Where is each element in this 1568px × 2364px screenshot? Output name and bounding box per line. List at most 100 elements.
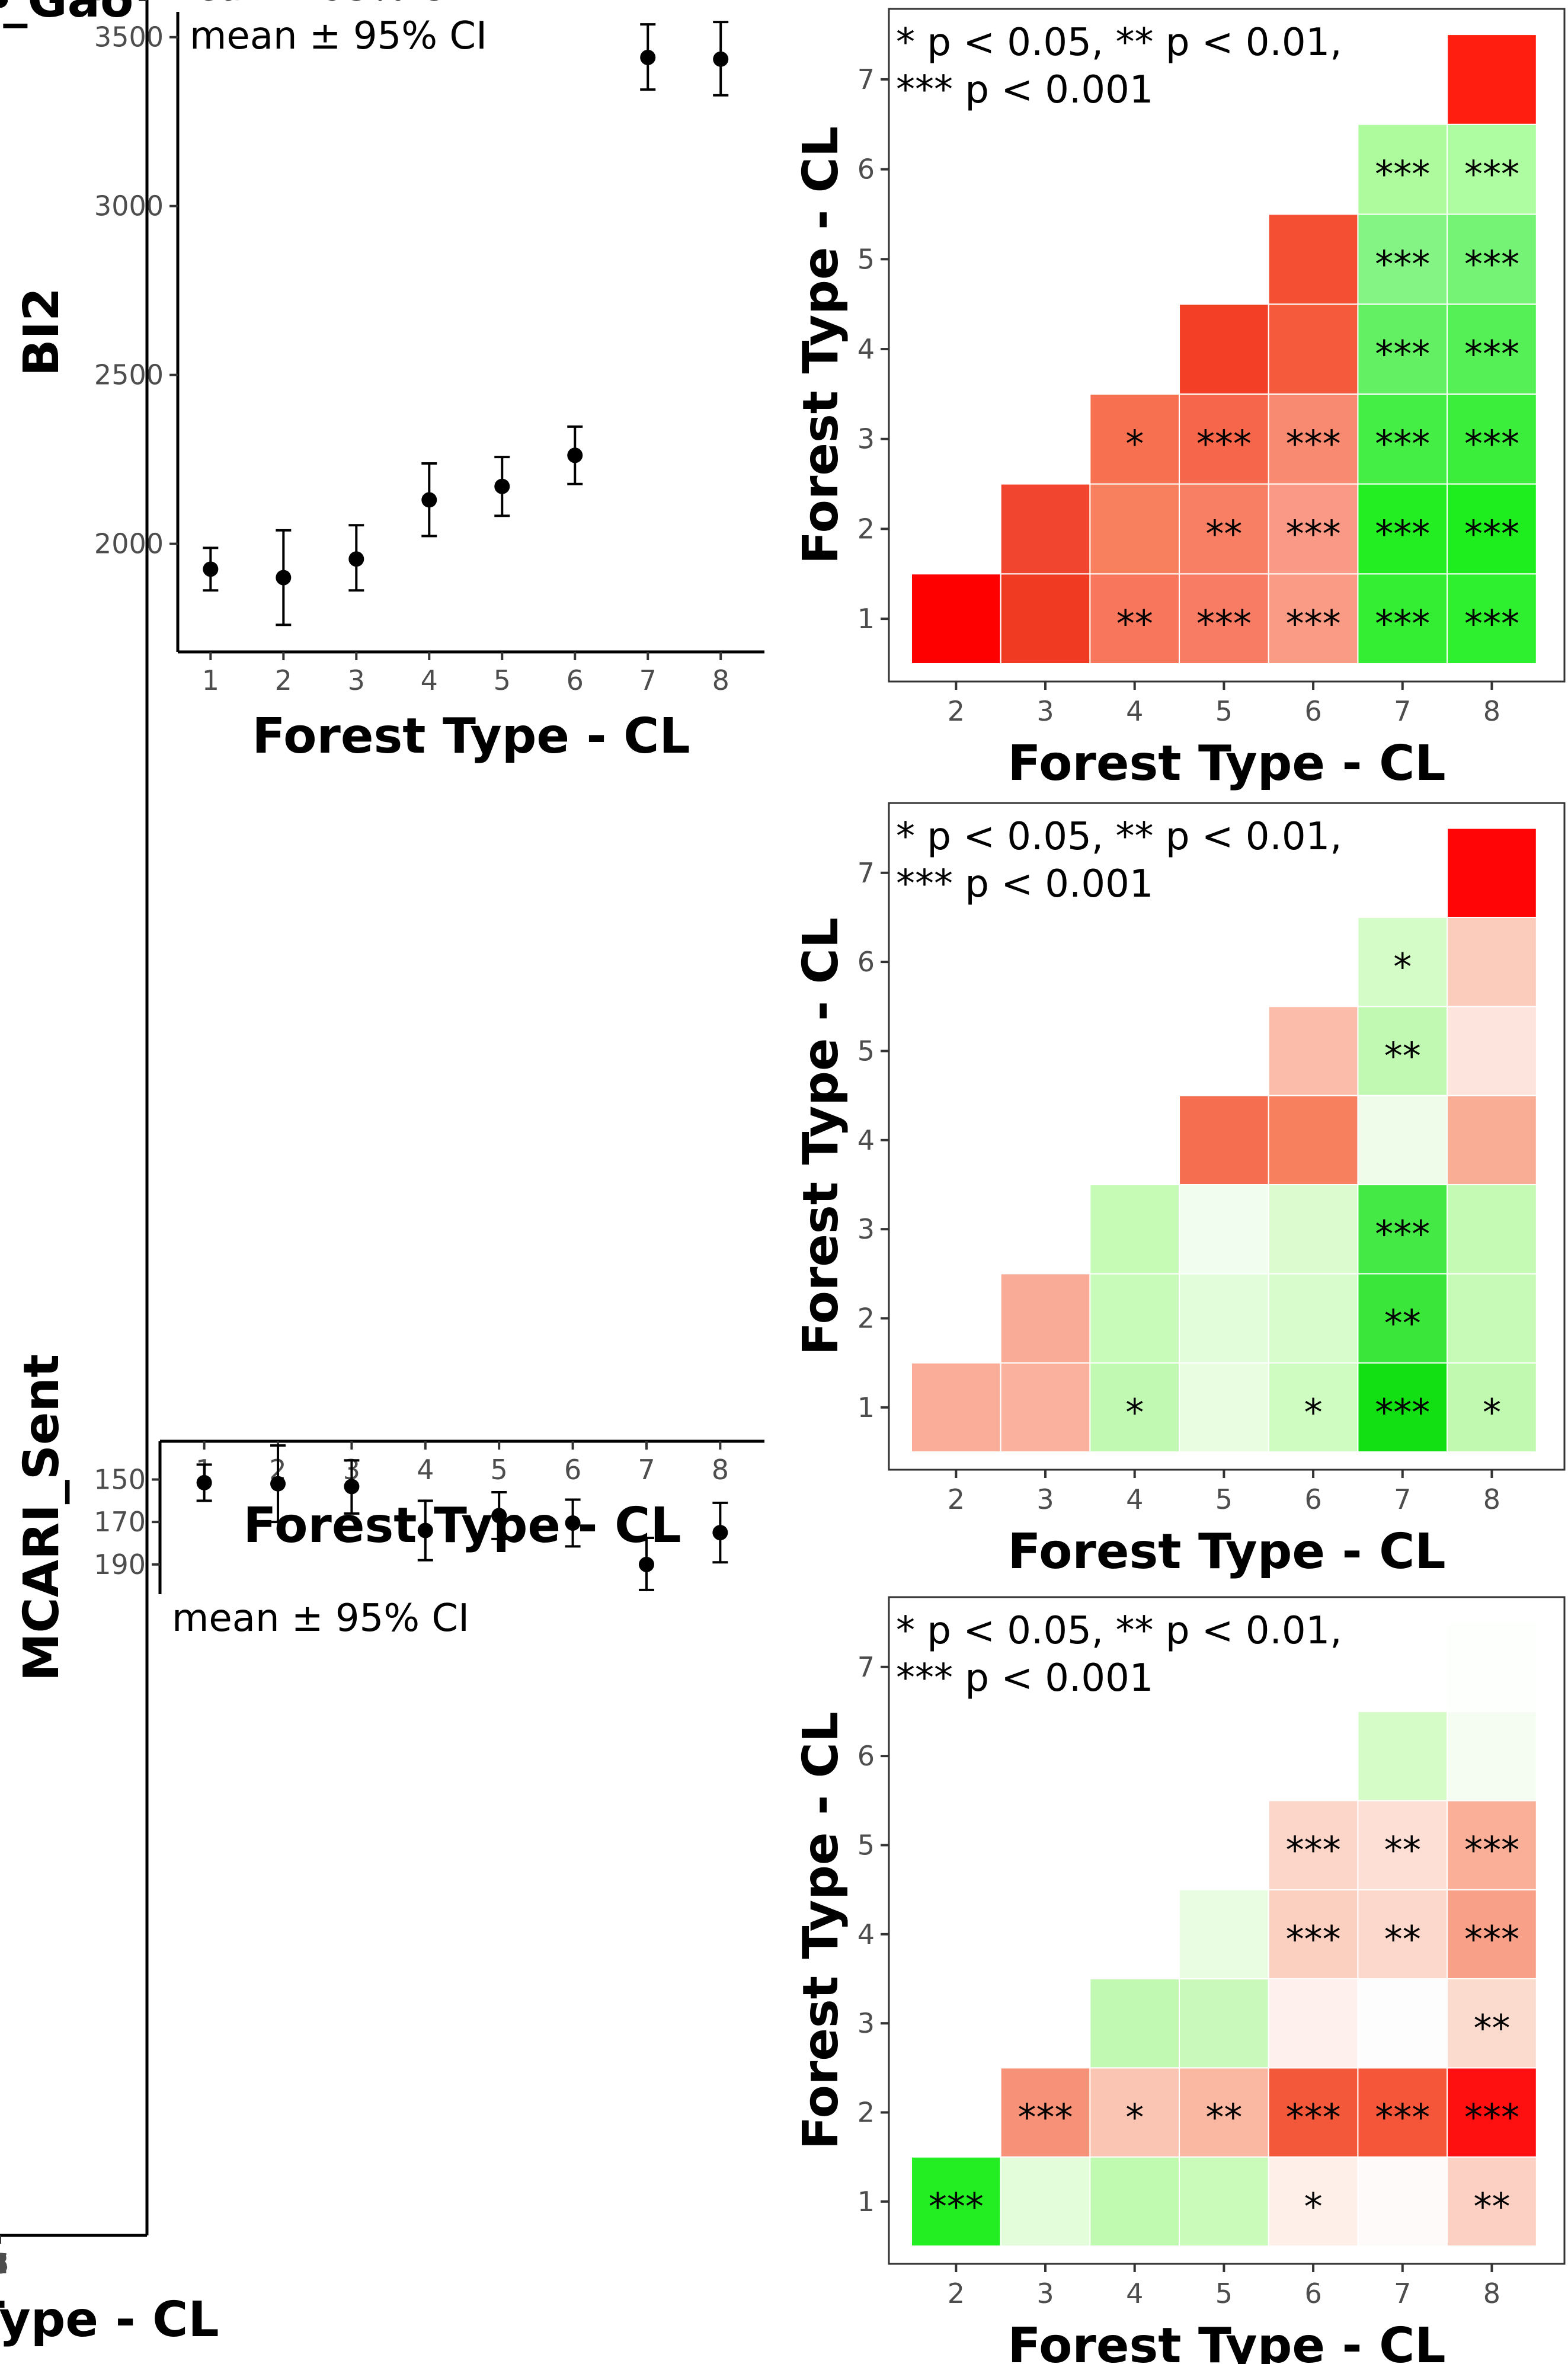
- heatmap-cell: [1357, 916, 1448, 1007]
- x-tick-label: 6: [1304, 695, 1321, 727]
- heatmap-cell: [1447, 1183, 1537, 1275]
- heatmap-frame: [888, 8, 1566, 683]
- significance-label: ***: [1375, 1391, 1430, 1434]
- heatmap-cell: [1179, 1095, 1269, 1185]
- ci-annotation: mean ± 95% CI: [190, 14, 487, 58]
- x-tick-label: 3: [1036, 695, 1054, 727]
- significance-label: ***: [1464, 423, 1519, 466]
- x-tick-label: 4: [1126, 695, 1143, 727]
- heatmap-cell: [1089, 2156, 1180, 2247]
- heatmap-cell: [1447, 483, 1537, 575]
- x-tick-label: 3: [1036, 2277, 1054, 2309]
- significance-label: ***: [1196, 423, 1252, 466]
- p-value-legend-line1: * p < 0.05, ** p < 0.01,: [896, 815, 1342, 859]
- significance-label: *: [1125, 423, 1144, 466]
- heatmap-cell: [1179, 483, 1269, 575]
- data-point: [713, 51, 729, 67]
- significance-label: ***: [1464, 242, 1519, 286]
- y-tick-label: 7: [857, 63, 875, 95]
- heatmap-cell: [1268, 1273, 1359, 1364]
- heatmap-cell: [1447, 1889, 1537, 1979]
- y-tick-label: 0.2: [89, 0, 133, 7]
- y-tick-label: 150: [94, 1464, 146, 1496]
- heatmap-cell: [1357, 1362, 1448, 1453]
- significance-label: ***: [1375, 153, 1430, 196]
- heatmap-cell: [1447, 2156, 1537, 2247]
- y-tick-label: 3: [857, 2007, 875, 2039]
- y-tick-label: 5: [857, 1035, 875, 1067]
- data-point: [565, 1515, 581, 1531]
- y-tick-label: 0.4: [89, 0, 133, 7]
- y-tick-label: 6: [857, 153, 875, 185]
- y-axis-title: Forest Type - CL: [793, 917, 849, 1355]
- y-tick-label: 2: [857, 1302, 875, 1334]
- x-tick-label: 2: [948, 1483, 965, 1515]
- heatmap-cell: [1447, 2067, 1537, 2158]
- x-axis-title: Forest Type - CL: [252, 708, 690, 764]
- heatmap-cell: [1447, 916, 1537, 1007]
- significance-label: ***: [1018, 2096, 1073, 2139]
- heatmap-cell: [1357, 2156, 1448, 2247]
- x-tick-label: 6: [1304, 1483, 1321, 1515]
- x-tick-label: 5: [1215, 2277, 1233, 2309]
- data-point: [494, 478, 510, 494]
- x-axis-title: Forest Type - CL: [1007, 735, 1445, 792]
- y-tick-label: 2000: [94, 528, 164, 560]
- x-axis-title: Forest Type - CL: [1007, 1524, 1445, 1580]
- heatmap-cell: [1268, 1006, 1359, 1096]
- significance-label: **: [1116, 602, 1153, 645]
- heatmap-cell: [911, 2156, 1001, 2247]
- x-axis-title: Forest Type - CL: [243, 1498, 681, 1554]
- ci-annotation: mean ± 95% CI: [159, 0, 456, 9]
- heatmap-cell: [1089, 2067, 1180, 2158]
- y-tick-label: 0.3: [89, 0, 133, 7]
- x-tick-label: 3: [1036, 1483, 1054, 1515]
- y-tick-label: 1: [857, 2186, 875, 2218]
- data-point: [203, 561, 219, 577]
- x-tick-label: 4: [1126, 1483, 1143, 1515]
- x-axis-title: Forest Type - CL: [0, 2292, 219, 2348]
- y-tick-label: 1: [857, 1391, 875, 1423]
- scatter-panel-5: 0.10.20.30.412345678mean ± 95% CIForest …: [0, 0, 456, 2348]
- significance-label: **: [1384, 1918, 1421, 1961]
- heatmap-cell: [1000, 2156, 1091, 2247]
- x-tick-label: 3: [348, 664, 365, 696]
- significance-label: ***: [1464, 2096, 1519, 2139]
- y-tick-label: 1: [857, 603, 875, 635]
- x-tick-label: 6: [0, 2248, 9, 2280]
- significance-label: ***: [1375, 512, 1430, 555]
- x-tick-label: 5: [1215, 1483, 1233, 1515]
- data-point: [0, 0, 8, 8]
- x-tick-label: 7: [638, 1454, 655, 1486]
- heatmap-cell: [1357, 213, 1448, 305]
- data-point: [421, 492, 437, 508]
- heatmap-cell: [1268, 2156, 1359, 2247]
- heatmap-cell: [1357, 1978, 1448, 2069]
- x-tick-label: 4: [421, 664, 438, 696]
- y-tick-label: 7: [857, 857, 875, 889]
- y-tick-label: 2: [857, 2096, 875, 2128]
- heatmap-cell: [1179, 1183, 1269, 1275]
- significance-label: **: [1473, 2007, 1510, 2050]
- x-tick-label: 5: [1215, 695, 1233, 727]
- x-tick-label: 4: [1126, 2277, 1143, 2309]
- heatmap-cell: [1447, 1800, 1537, 1890]
- heatmap-cell: [1000, 483, 1091, 575]
- heatmap-cell: [1089, 1362, 1180, 1453]
- heatmap-cell: [1089, 393, 1180, 485]
- y-tick-label: 5: [857, 1829, 875, 1861]
- x-tick-label: 7: [0, 2248, 9, 2280]
- heatmap-cell: [1447, 213, 1537, 305]
- heatmap-cell: [1268, 1889, 1359, 1979]
- y-tick-label: 3500: [94, 21, 164, 53]
- y-tick-label: 2: [857, 513, 875, 545]
- heatmap-cell: [1268, 1095, 1359, 1185]
- x-tick-label: 5: [494, 664, 511, 696]
- heatmap-cell: [911, 573, 1001, 664]
- data-point: [344, 1479, 360, 1495]
- y-tick-label: 3: [857, 423, 875, 455]
- heatmap-frame: [888, 802, 1566, 1471]
- significance-label: ***: [1196, 602, 1252, 645]
- heatmap-cell: [1268, 393, 1359, 485]
